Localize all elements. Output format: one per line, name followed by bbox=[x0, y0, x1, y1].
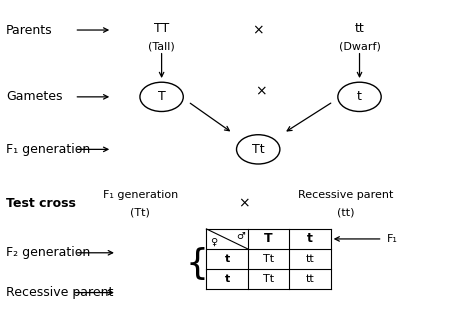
Text: F₂ generation: F₂ generation bbox=[6, 246, 91, 259]
Text: ♂: ♂ bbox=[237, 230, 246, 240]
Text: t: t bbox=[225, 274, 230, 284]
Text: tt: tt bbox=[355, 22, 365, 35]
Text: Test cross: Test cross bbox=[6, 197, 76, 210]
Text: Recessive parent: Recessive parent bbox=[298, 189, 393, 200]
Text: t: t bbox=[225, 254, 230, 264]
Text: Tt: Tt bbox=[263, 274, 274, 284]
Text: T: T bbox=[264, 232, 273, 246]
Text: ♀: ♀ bbox=[210, 237, 217, 247]
Text: (tt): (tt) bbox=[337, 207, 354, 217]
Text: Parents: Parents bbox=[6, 23, 53, 37]
Text: F₁: F₁ bbox=[387, 234, 398, 244]
Text: ×: × bbox=[238, 196, 250, 211]
Text: tt: tt bbox=[306, 274, 314, 284]
Text: Gametes: Gametes bbox=[6, 90, 63, 103]
Text: Tt: Tt bbox=[263, 254, 274, 264]
Text: {: { bbox=[185, 247, 209, 281]
Text: Recessive parent: Recessive parent bbox=[6, 286, 113, 299]
Text: TT: TT bbox=[154, 22, 169, 35]
Text: (Tt): (Tt) bbox=[130, 207, 150, 217]
Text: tt: tt bbox=[306, 254, 314, 264]
Text: (Dwarf): (Dwarf) bbox=[338, 42, 381, 52]
Text: F₁ generation: F₁ generation bbox=[103, 189, 178, 200]
Text: t: t bbox=[307, 232, 313, 246]
Text: ×: × bbox=[252, 23, 264, 37]
Text: Tt: Tt bbox=[252, 143, 264, 156]
Text: (Tall): (Tall) bbox=[148, 42, 175, 52]
Text: t: t bbox=[357, 90, 362, 103]
Text: T: T bbox=[158, 90, 165, 103]
Text: F₁ generation: F₁ generation bbox=[6, 143, 91, 156]
Text: ×: × bbox=[255, 84, 266, 98]
